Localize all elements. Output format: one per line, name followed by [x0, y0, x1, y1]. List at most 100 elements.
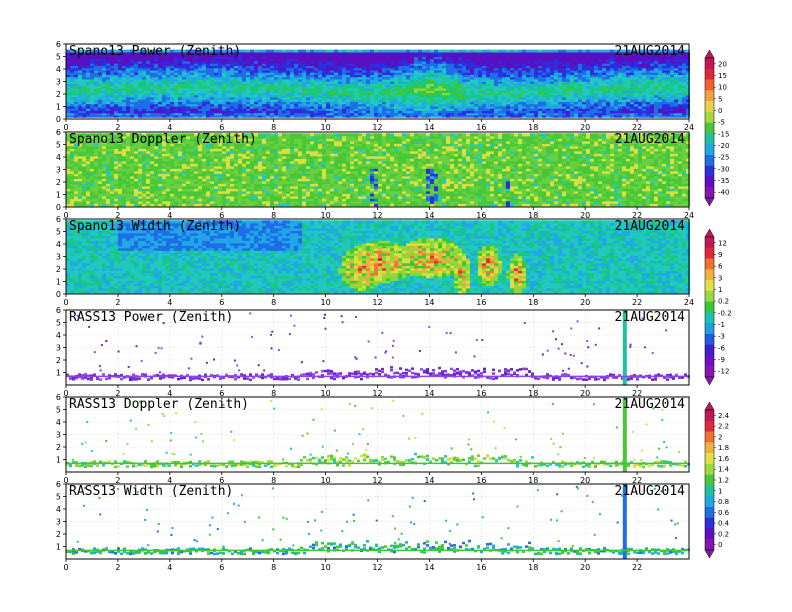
panel-date: 21AUG2014 [615, 44, 686, 59]
data-cell [354, 74, 358, 78]
data-cell [186, 72, 190, 75]
data-cell [110, 90, 114, 93]
data-cell [182, 92, 186, 96]
data-cell [354, 63, 358, 66]
data-cell [162, 83, 166, 87]
data-cell [250, 69, 254, 73]
data-cell [258, 101, 262, 105]
data-cell [94, 63, 98, 66]
data-cell [186, 67, 190, 71]
data-cell [282, 99, 286, 102]
data-cell [122, 90, 126, 93]
data-cell [150, 78, 154, 82]
data-cell [530, 49, 534, 53]
data-cell [306, 63, 310, 66]
data-cell [334, 85, 338, 89]
data-cell [334, 105, 338, 109]
data-cell [130, 76, 134, 80]
data-cell [250, 63, 254, 66]
data-cell [362, 72, 366, 75]
data-cell [306, 67, 310, 71]
data-cell [366, 105, 370, 109]
data-cell [346, 85, 350, 89]
data-cell [274, 87, 278, 91]
data-cell [146, 78, 150, 82]
data-cell [382, 87, 386, 91]
data-cell [78, 69, 82, 73]
data-cell [150, 108, 154, 111]
data-cell [70, 101, 74, 105]
data-cell [74, 65, 78, 69]
y-tick-label: 4 [56, 65, 61, 74]
data-cell [238, 74, 242, 78]
data-cell [250, 81, 254, 84]
data-cell [254, 78, 258, 82]
data-cell [146, 63, 150, 66]
data-cell [170, 67, 174, 71]
data-cell [250, 85, 254, 89]
data-cell [354, 49, 358, 53]
data-cell [122, 56, 126, 60]
data-cell [226, 87, 230, 91]
data-cell [410, 49, 414, 53]
data-cell [254, 99, 258, 102]
data-cell [358, 110, 362, 114]
data-cell [262, 90, 266, 93]
data-cell [338, 103, 342, 107]
data-cell [274, 54, 278, 57]
data-cell [218, 65, 222, 69]
data-cell [502, 49, 506, 53]
data-cell [154, 105, 158, 109]
data-cell [246, 83, 250, 87]
data-cell [218, 72, 222, 75]
data-cell [386, 49, 390, 53]
data-cell [322, 90, 326, 93]
data-cell [294, 90, 298, 93]
data-cell [266, 110, 270, 114]
data-cell [194, 74, 198, 78]
data-cell [94, 69, 98, 73]
data-cell [194, 96, 198, 100]
data-cell [294, 112, 298, 116]
data-cell [282, 85, 286, 89]
data-cell [202, 76, 206, 80]
data-cell [150, 92, 154, 96]
data-cell [406, 103, 410, 107]
data-cell [202, 103, 206, 107]
data-cell [70, 114, 74, 118]
data-cell [390, 81, 394, 84]
data-cell [382, 90, 386, 93]
data-cell [330, 94, 334, 98]
data-cell [226, 67, 230, 71]
data-cell [126, 99, 130, 102]
data-cell [378, 63, 382, 66]
data-cell [386, 110, 390, 114]
data-cell [82, 74, 86, 78]
data-cell [230, 105, 234, 109]
data-cell [114, 67, 118, 71]
data-cell [202, 94, 206, 98]
data-cell [246, 96, 250, 100]
data-cell [158, 83, 162, 87]
data-cell [186, 94, 190, 98]
data-cell [106, 85, 110, 89]
data-cell [278, 90, 282, 93]
data-cell [434, 49, 438, 53]
data-cell [406, 101, 410, 105]
data-cell [190, 78, 194, 82]
data-cell [402, 81, 406, 84]
data-cell [258, 69, 262, 73]
data-cell [318, 99, 322, 102]
data-cell [254, 60, 258, 64]
data-cell [346, 49, 350, 53]
data-cell [202, 74, 206, 78]
data-cell [178, 83, 182, 87]
data-cell [66, 90, 70, 93]
data-cell [318, 108, 322, 111]
data-cell [346, 105, 350, 109]
data-cell [82, 87, 86, 91]
data-cell [206, 85, 210, 89]
data-cell [266, 78, 270, 82]
data-cell [134, 105, 138, 109]
data-cell [326, 96, 330, 100]
